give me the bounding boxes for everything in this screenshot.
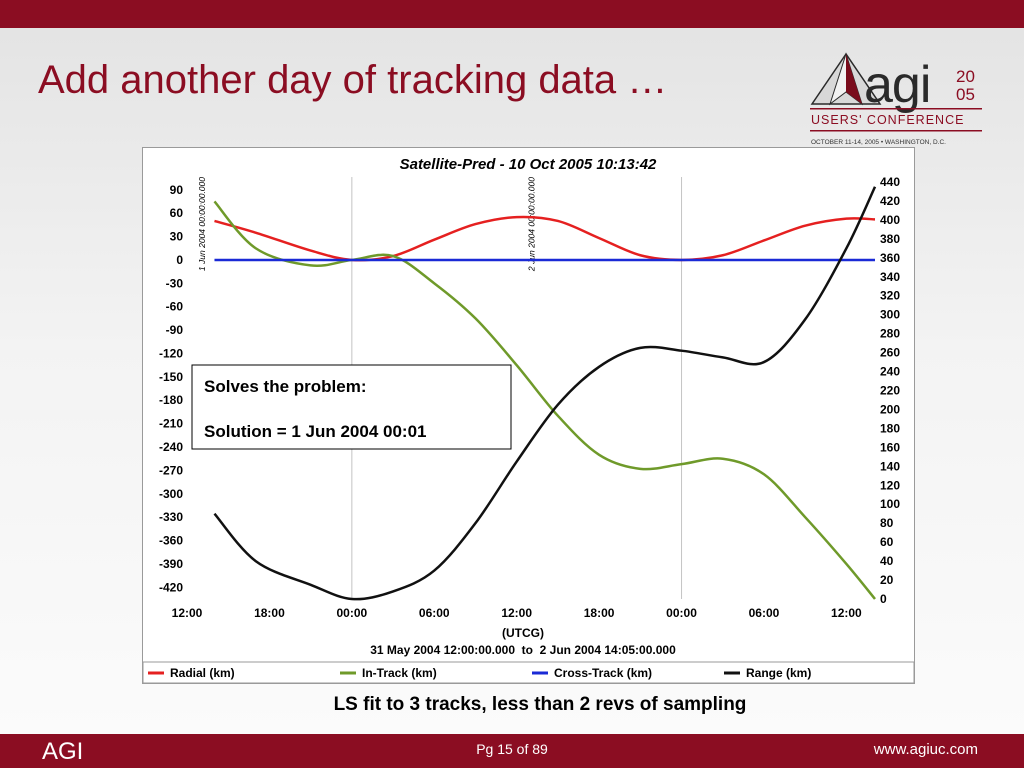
slide-title: Add another day of tracking data …: [38, 58, 668, 102]
x-tick-label: 00:00: [336, 606, 367, 620]
x-tick-label: 00:00: [666, 606, 697, 620]
y-left-tick-label: -360: [159, 534, 183, 548]
legend-label: Range (km): [746, 666, 811, 680]
y-right-tick-label: 140: [880, 459, 900, 473]
y-left-tick-label: -150: [159, 370, 183, 384]
y-right-tick-label: 300: [880, 308, 900, 322]
y-right-tick-label: 400: [880, 213, 900, 227]
y-left-tick-label: -330: [159, 510, 183, 524]
y-right-tick-label: 0: [880, 592, 887, 606]
chart-title: Satellite-Pred - 10 Oct 2005 10:13:42: [400, 156, 657, 173]
y-right-tick-label: 260: [880, 346, 900, 360]
top-banner: [0, 0, 1024, 28]
logo-event-text: USERS' CONFERENCE: [811, 113, 964, 127]
chart-svg: Satellite-Pred - 10 Oct 2005 10:13:42 1 …: [142, 147, 915, 684]
logo-year-bottom: 05: [956, 85, 975, 104]
y-right-tick-label: 320: [880, 289, 900, 303]
agi-conference-logo: agi 20 05 USERS' CONFERENCE OCTOBER 11-1…: [810, 52, 982, 146]
y-right-tick-label: 380: [880, 232, 900, 246]
series-line-range-km: [213, 186, 877, 601]
y-right-tick-label: 200: [880, 402, 900, 416]
y-right-tick-label: 360: [880, 251, 900, 265]
y-right-tick-label: 60: [880, 535, 894, 549]
y-left-tick-label: -420: [159, 580, 183, 594]
marker-label: 2 Jun 2004 00:00:00.000: [527, 177, 537, 272]
marker-label: 1 Jun 2004 00:00:00.000: [197, 177, 207, 271]
y-right-tick-label: 100: [880, 497, 900, 511]
y-right-tick-label: 80: [880, 516, 894, 530]
y-left-tick-label: 30: [170, 230, 184, 244]
y-left-tick-label: -270: [159, 463, 183, 477]
footer-agi-label: AGI: [42, 738, 84, 765]
x-axis-label: (UTCG): [502, 626, 544, 640]
y-right-tick-label: 440: [880, 175, 900, 189]
y-left-tick-label: 90: [170, 183, 184, 197]
annotation-line-2: Solution = 1 Jun 2004 00:01: [204, 422, 427, 441]
y-left-tick-label: -60: [166, 300, 184, 314]
y-right-tick-label: 160: [880, 440, 900, 454]
y-right-tick-label: 120: [880, 478, 900, 492]
satellite-pred-chart: Satellite-Pred - 10 Oct 2005 10:13:42 1 …: [142, 147, 915, 684]
logo-year-top: 20: [956, 67, 975, 86]
legend-label: In-Track (km): [362, 666, 437, 680]
bottom-banner: [0, 734, 1024, 768]
x-tick-label: 06:00: [749, 606, 780, 620]
x-tick-label: 18:00: [254, 606, 285, 620]
logo-triangle-icon: [810, 52, 882, 106]
series-line-radial-km: [214, 215, 876, 262]
y-right-tick-label: 280: [880, 327, 900, 341]
footer-url-link[interactable]: www.agiuc.com: [873, 741, 978, 758]
y-left-tick-label: -90: [166, 323, 184, 337]
slide-subtitle: LS fit to 3 tracks, less than 2 revs of …: [333, 694, 747, 715]
page-number: Pg 15 of 89: [476, 741, 548, 757]
y-left-tick-label: 60: [170, 206, 184, 220]
y-right-tick-label: 40: [880, 554, 894, 568]
y-left-tick-label: -30: [166, 276, 184, 290]
x-tick-label: 06:00: [419, 606, 450, 620]
y-left-tick-label: -390: [159, 557, 183, 571]
y-left-tick-label: -180: [159, 393, 183, 407]
x-tick-label: 12:00: [172, 606, 203, 620]
y-left-tick-label: -210: [159, 417, 183, 431]
annotation-line-1: Solves the problem:: [204, 377, 366, 396]
chart-legend: Radial (km) In-Track (km) Cross-Track (km)…: [148, 666, 811, 680]
y-left-tick-label: -120: [159, 346, 183, 360]
x-tick-label: 12:00: [501, 606, 532, 620]
y-right-tick-label: 220: [880, 384, 900, 398]
y-right-tick-label: 420: [880, 194, 900, 208]
y-right-tick-label: 340: [880, 270, 900, 284]
y-left-tick-label: -240: [159, 440, 183, 454]
annotation-box: Solves the problem: Solution = 1 Jun 200…: [191, 364, 512, 450]
y-right-tick-label: 20: [880, 573, 894, 587]
x-tick-label: 18:00: [584, 606, 615, 620]
series-line-in-track-km: [213, 200, 876, 600]
y-right-tick-label: 180: [880, 421, 900, 435]
y-left-tick-label: 0: [176, 253, 183, 267]
logo-brand-text: agi: [864, 56, 930, 114]
legend-label: Cross-Track (km): [554, 666, 652, 680]
logo-dates-text: OCTOBER 11-14, 2005 • WASHINGTON, D.C.: [811, 139, 946, 146]
y-right-tick-label: 240: [880, 365, 900, 379]
time-span-label: 31 May 2004 12:00:00.000 to 2 Jun 2004 1…: [370, 643, 676, 657]
legend-label: Radial (km): [170, 666, 235, 680]
x-tick-label: 12:00: [831, 606, 862, 620]
y-left-tick-label: -300: [159, 487, 183, 501]
